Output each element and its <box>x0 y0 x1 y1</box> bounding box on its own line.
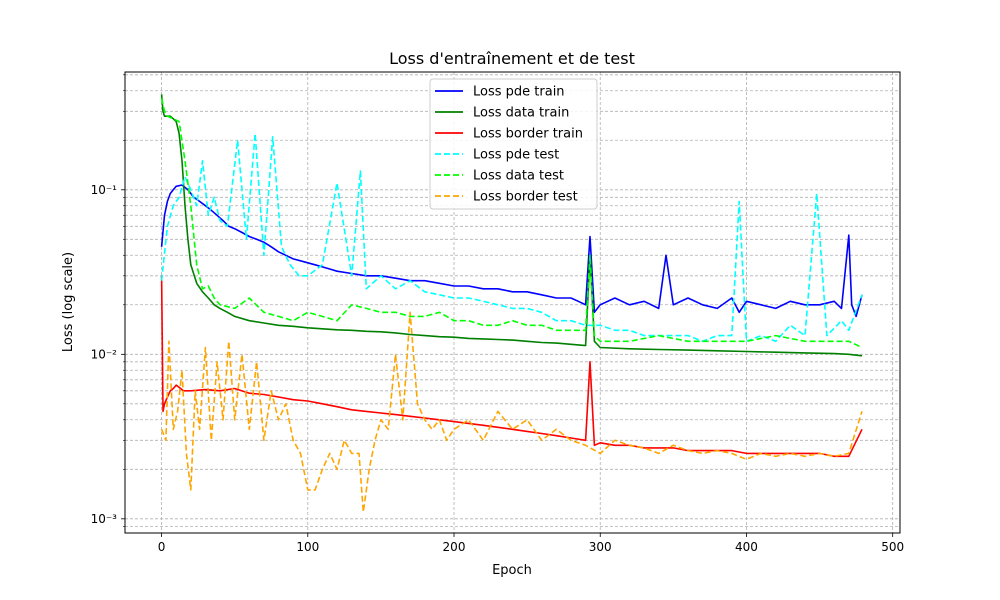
legend-label: Loss border train <box>473 127 583 142</box>
y-axis: 10⁻³ 10⁻² 10⁻¹ <box>91 74 125 527</box>
series-line-loss-border-test <box>160 311 863 513</box>
y-tick-label: 10⁻² <box>91 347 118 361</box>
series-line-loss-border-train <box>160 275 863 458</box>
x-axis-label: Epoch <box>492 563 532 578</box>
legend-label: Loss data train <box>473 106 569 121</box>
legend-box <box>429 78 598 210</box>
x-tick-label: 100 <box>296 540 319 554</box>
plot-frame <box>124 71 901 534</box>
y-tick-label: 10⁻³ <box>91 512 118 526</box>
series-line-loss-data-train <box>160 94 863 357</box>
series-line-loss-pde-train <box>160 184 863 318</box>
y-tick-label: 10⁻¹ <box>91 183 118 197</box>
series-line-loss-data-test <box>160 98 863 349</box>
x-axis: 0 100 200 300 400 500 <box>158 533 904 554</box>
x-tick-label: 0 <box>158 540 166 554</box>
series-layer <box>160 94 863 513</box>
x-tick-label: 400 <box>735 540 758 554</box>
series-line-loss-pde-test <box>160 132 863 343</box>
x-tick-label: 500 <box>881 540 904 554</box>
legend-label: Loss data test <box>473 169 564 184</box>
legend-label: Loss border test <box>473 190 578 205</box>
legend: Loss pde train Loss data train Loss border… <box>429 78 598 210</box>
x-tick-label: 300 <box>589 540 612 554</box>
x-tick-label: 200 <box>443 540 466 554</box>
legend-label: Loss pde train <box>473 85 565 100</box>
chart-title: Loss d'entraînement et de test <box>389 49 635 68</box>
legend-label: Loss pde test <box>473 148 559 163</box>
y-axis-label: Loss (log scale) <box>61 252 76 352</box>
